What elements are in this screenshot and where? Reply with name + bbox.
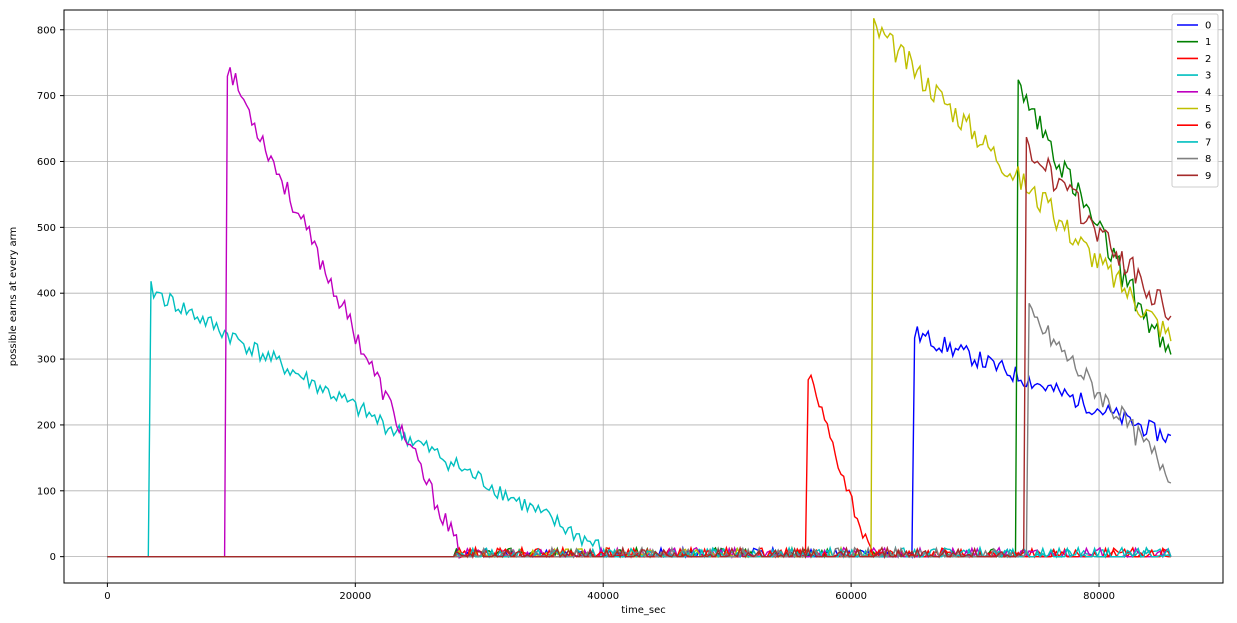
y-tick-label: 200 — [37, 420, 56, 431]
legend-label-8: 8 — [1205, 154, 1211, 165]
x-tick-label: 60000 — [835, 591, 867, 602]
x-tick-label: 0 — [104, 591, 110, 602]
legend-label-3: 3 — [1205, 71, 1211, 82]
y-tick-label: 0 — [50, 552, 56, 563]
x-tick-label: 40000 — [587, 591, 619, 602]
y-tick-label: 100 — [37, 486, 56, 497]
grid-lines — [64, 10, 1223, 583]
legend-label-7: 7 — [1205, 137, 1211, 148]
y-tick-label: 600 — [37, 157, 56, 168]
x-tick-label: 20000 — [339, 591, 371, 602]
legend-box — [1171, 13, 1219, 188]
legend-label-5: 5 — [1205, 104, 1211, 115]
x-axis-label: time_sec — [621, 605, 665, 616]
legend-label-6: 6 — [1205, 121, 1211, 132]
legend-label-4: 4 — [1205, 87, 1211, 98]
y-axis-label: possible earns at every arm — [8, 227, 19, 367]
series-line-5 — [107, 17, 1172, 559]
plot-frame — [63, 9, 1224, 584]
x-tick-label: 80000 — [1083, 591, 1115, 602]
x-axis-ticks: 0 20000 40000 60000 80000 — [104, 583, 1115, 602]
series-line-8 — [107, 302, 1172, 559]
y-tick-label: 400 — [37, 289, 56, 300]
legend: 0 1 2 3 4 5 6 7 8 9 — [1171, 13, 1219, 188]
plot-series — [107, 17, 1172, 560]
series-line-3 — [107, 281, 1172, 559]
y-tick-label: 300 — [37, 355, 56, 366]
series-line-2 — [107, 373, 1171, 559]
y-axis-ticks: 0 100 200 300 400 500 600 700 800 — [37, 25, 64, 563]
series-line-0 — [107, 326, 1172, 560]
series-line-1 — [107, 79, 1172, 559]
legend-label-2: 2 — [1205, 54, 1211, 65]
series-line-9 — [107, 136, 1172, 560]
y-tick-label: 800 — [37, 25, 56, 36]
y-tick-label: 500 — [37, 223, 56, 234]
y-tick-label: 700 — [37, 91, 56, 102]
legend-label-1: 1 — [1205, 37, 1211, 48]
legend-label-0: 0 — [1205, 21, 1211, 32]
series-line-4 — [107, 67, 1172, 559]
legend-label-9: 9 — [1205, 171, 1211, 182]
